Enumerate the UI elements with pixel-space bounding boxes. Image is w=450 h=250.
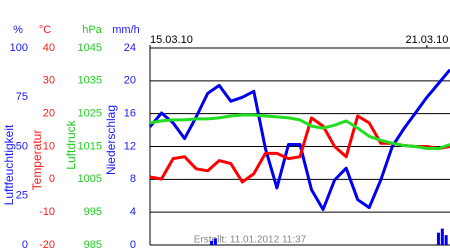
y-tick-label: 995 (84, 206, 102, 218)
y-tick-label: 1015 (78, 140, 102, 152)
y-tick-label: 30 (43, 75, 55, 87)
bar (210, 240, 214, 245)
y-tick-label: 0 (130, 239, 136, 250)
y-tick-label: 0 (22, 239, 28, 250)
created-note: Erstellt: 11.01.2012 11:37 (194, 235, 307, 246)
axis-unit: mm/h (112, 24, 140, 36)
y-tick-label: 985 (84, 239, 102, 250)
axis-title: Luftfeuchtigkeit (2, 124, 16, 205)
axis-unit: % (13, 24, 23, 36)
y-tick-label: 75 (16, 91, 28, 103)
y-tick-label: 1025 (78, 108, 102, 120)
bar (440, 228, 444, 245)
bar (436, 232, 440, 245)
y-tick-label: -20 (39, 239, 55, 250)
axis-title: Temperatur (30, 130, 44, 191)
y-tick-label: 1005 (78, 173, 102, 185)
y-tick-label: 25 (16, 190, 28, 202)
axis-title: Niederschlag (104, 105, 118, 175)
y-tick-label: 1035 (78, 75, 102, 87)
data-line (149, 113, 450, 150)
data-line (148, 68, 450, 211)
axis-unit: °C (39, 24, 51, 36)
y-tick-label: 1045 (78, 42, 102, 54)
bar (213, 238, 217, 245)
bar (444, 235, 448, 245)
y-tick-label: 50 (16, 140, 28, 152)
y-tick-label: -10 (39, 206, 55, 218)
y-tick-label: 100 (10, 42, 28, 54)
x-tick-label: 21.03.10 (406, 34, 449, 46)
y-tick-label: 20 (124, 75, 136, 87)
y-tick-label: 20 (43, 108, 55, 120)
x-tick-label: 15.03.10 (150, 34, 193, 46)
y-tick-label: 16 (124, 108, 136, 120)
y-tick-label: 4 (130, 206, 136, 218)
axis-unit: hPa (82, 24, 102, 36)
axis-title: Luftdruck (64, 119, 78, 169)
y-tick-label: 0 (49, 173, 55, 185)
y-tick-label: 10 (43, 140, 55, 152)
y-tick-label: 40 (43, 42, 55, 54)
y-tick-label: 8 (130, 173, 136, 185)
y-tick-label: 24 (124, 42, 136, 54)
y-tick-label: 12 (124, 140, 136, 152)
